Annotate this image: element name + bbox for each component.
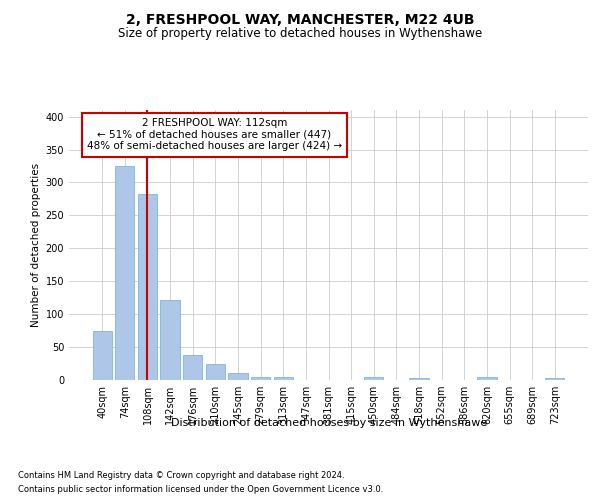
Bar xyxy=(364,376,383,380)
Text: Size of property relative to detached houses in Wythenshawe: Size of property relative to detached ho… xyxy=(118,28,482,40)
Bar xyxy=(229,373,248,380)
Bar xyxy=(92,330,112,380)
Text: 2, FRESHPOOL WAY, MANCHESTER, M22 4UB: 2, FRESHPOOL WAY, MANCHESTER, M22 4UB xyxy=(126,12,474,26)
Bar xyxy=(183,355,202,380)
Bar xyxy=(138,194,157,380)
Text: Contains HM Land Registry data © Crown copyright and database right 2024.: Contains HM Land Registry data © Crown c… xyxy=(18,472,344,480)
Text: 2 FRESHPOOL WAY: 112sqm
← 51% of detached houses are smaller (447)
48% of semi-d: 2 FRESHPOOL WAY: 112sqm ← 51% of detache… xyxy=(87,118,342,152)
Bar xyxy=(545,378,565,380)
Bar xyxy=(160,300,180,380)
Bar xyxy=(115,166,134,380)
Text: Contains public sector information licensed under the Open Government Licence v3: Contains public sector information licen… xyxy=(18,484,383,494)
Bar xyxy=(206,364,225,380)
Text: Distribution of detached houses by size in Wythenshawe: Distribution of detached houses by size … xyxy=(170,418,487,428)
Bar xyxy=(251,378,270,380)
Bar xyxy=(409,378,428,380)
Y-axis label: Number of detached properties: Number of detached properties xyxy=(31,163,41,327)
Bar xyxy=(274,378,293,380)
Bar xyxy=(477,378,497,380)
